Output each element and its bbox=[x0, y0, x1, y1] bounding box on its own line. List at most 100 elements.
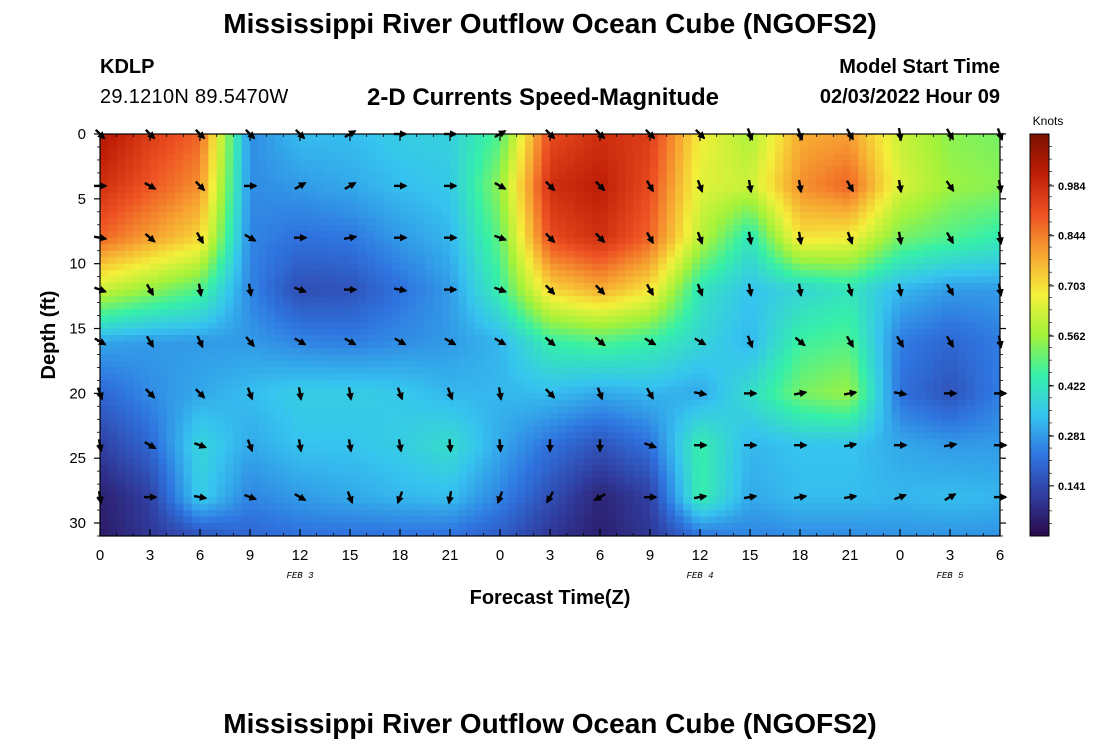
heatmap-cell bbox=[225, 237, 234, 245]
heatmap-cell bbox=[791, 373, 801, 381]
heatmap-cell bbox=[908, 347, 918, 356]
heatmap-cell bbox=[325, 205, 334, 213]
heatmap-cell bbox=[408, 244, 418, 252]
heatmap-cell bbox=[783, 328, 793, 336]
heatmap-cell bbox=[450, 386, 459, 394]
heatmap-cell bbox=[433, 386, 443, 394]
heatmap-cell bbox=[991, 335, 1000, 343]
heatmap-cell bbox=[191, 146, 201, 155]
heatmap-cell bbox=[175, 172, 184, 180]
heatmap-cell bbox=[591, 360, 601, 369]
heatmap-cell bbox=[658, 231, 668, 239]
heatmap-cell bbox=[800, 205, 809, 213]
heatmap-cell bbox=[583, 283, 593, 291]
heatmap-cell bbox=[116, 399, 126, 407]
heatmap-cell bbox=[891, 134, 901, 142]
heatmap-cell bbox=[191, 335, 201, 343]
heatmap-cell bbox=[108, 270, 118, 278]
heatmap-cell bbox=[183, 380, 193, 388]
heatmap-cell bbox=[191, 283, 201, 291]
heatmap-cell bbox=[691, 393, 701, 401]
heatmap-cell bbox=[325, 302, 334, 310]
heatmap-cell bbox=[125, 380, 134, 388]
heatmap-cell bbox=[800, 322, 809, 330]
heatmap-cell bbox=[416, 198, 426, 206]
heatmap-cell bbox=[125, 406, 134, 414]
heatmap-cell bbox=[400, 140, 409, 148]
heatmap-cell bbox=[308, 218, 318, 226]
heatmap-cell bbox=[108, 192, 118, 200]
heatmap-cell bbox=[150, 276, 159, 284]
heatmap-cell bbox=[741, 146, 751, 155]
heatmap-cell bbox=[550, 322, 559, 330]
heatmap-cell bbox=[725, 360, 734, 369]
heatmap-cell bbox=[933, 244, 943, 252]
heatmap-cell bbox=[483, 393, 493, 401]
heatmap-cell bbox=[233, 425, 243, 433]
heatmap-cell bbox=[441, 322, 451, 330]
heatmap-cell bbox=[450, 393, 459, 401]
heatmap-cell bbox=[466, 296, 476, 304]
heatmap-cell bbox=[683, 224, 693, 232]
heatmap-cell bbox=[350, 367, 359, 375]
heatmap-cell bbox=[758, 192, 768, 200]
heatmap-cell bbox=[491, 386, 501, 394]
heatmap-cell bbox=[441, 315, 451, 323]
heatmap-cell bbox=[116, 159, 126, 168]
heatmap-cell bbox=[750, 328, 759, 336]
heatmap-cell bbox=[766, 140, 776, 148]
heatmap-cell bbox=[150, 347, 159, 356]
heatmap-cell bbox=[158, 335, 168, 343]
heatmap-cell bbox=[133, 380, 143, 388]
heatmap-cell bbox=[450, 315, 459, 323]
heatmap-cell bbox=[491, 322, 501, 330]
heatmap-cell bbox=[766, 380, 776, 388]
heatmap-cell bbox=[633, 347, 643, 356]
heatmap-cell bbox=[341, 231, 351, 239]
heatmap-cell bbox=[583, 380, 593, 388]
heatmap-cell bbox=[841, 393, 851, 401]
heatmap-cell bbox=[891, 412, 901, 420]
heatmap-cell bbox=[850, 412, 859, 420]
heatmap-cell bbox=[925, 218, 934, 226]
heatmap-cell bbox=[333, 192, 343, 200]
heatmap-cell bbox=[891, 211, 901, 219]
heatmap-cell bbox=[550, 347, 559, 356]
heatmap-cell bbox=[125, 328, 134, 336]
heatmap-cell bbox=[283, 315, 293, 323]
heatmap-cell bbox=[841, 302, 851, 310]
heatmap-cell bbox=[100, 159, 109, 168]
heatmap-cell bbox=[716, 393, 726, 401]
heatmap-cell bbox=[708, 192, 718, 200]
heatmap-cell bbox=[650, 283, 659, 291]
heatmap-cell bbox=[608, 322, 618, 330]
heatmap-cell bbox=[441, 211, 451, 219]
heatmap-cell bbox=[375, 134, 384, 142]
heatmap-cell bbox=[475, 393, 484, 401]
heatmap-cell bbox=[950, 341, 959, 349]
heatmap-cell bbox=[958, 218, 968, 226]
heatmap-cell bbox=[558, 380, 568, 388]
heatmap-cell bbox=[133, 198, 143, 206]
heatmap-cell bbox=[166, 185, 176, 193]
heatmap-cell bbox=[600, 276, 609, 284]
heatmap-cell bbox=[483, 192, 493, 200]
heatmap-cell bbox=[958, 146, 968, 155]
heatmap-cell bbox=[375, 153, 384, 161]
heatmap-cell bbox=[675, 192, 684, 200]
heatmap-cell bbox=[450, 322, 459, 330]
heatmap-cell bbox=[933, 179, 943, 187]
heatmap-cell bbox=[858, 250, 868, 258]
heatmap-cell bbox=[658, 179, 668, 187]
heatmap-cell bbox=[700, 218, 709, 226]
heatmap-cell bbox=[891, 335, 901, 343]
heatmap-cell bbox=[300, 257, 309, 265]
heatmap-cell bbox=[733, 153, 743, 161]
heatmap-cell bbox=[433, 419, 443, 427]
heatmap-cell bbox=[758, 393, 768, 401]
heatmap-cell bbox=[241, 367, 251, 375]
heatmap-cell bbox=[125, 198, 134, 206]
heatmap-cell bbox=[350, 399, 359, 407]
heatmap-cell bbox=[250, 315, 259, 323]
heatmap-cell bbox=[125, 347, 134, 356]
